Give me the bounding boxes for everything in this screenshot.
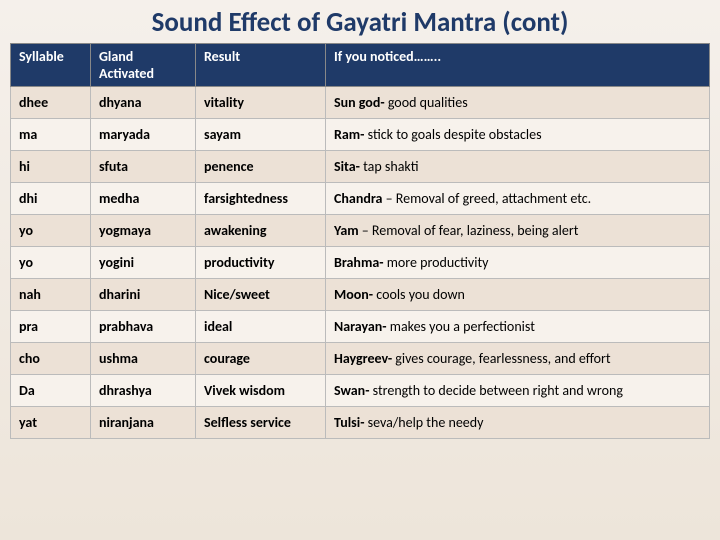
cell-result: farsightedness <box>196 183 326 215</box>
col-noticed: If you noticed…….. <box>326 44 710 87</box>
table-row: yoyogmayaawakeningYam – Removal of fear,… <box>11 215 710 247</box>
cell-noticed: Brahma- more productivity <box>326 247 710 279</box>
cell-result: productivity <box>196 247 326 279</box>
noticed-rest: gives courage, fearlessness, and effort <box>395 350 610 367</box>
table-header-row: Syllable Gland Activated Result If you n… <box>11 44 710 87</box>
noticed-rest: more productivity <box>387 254 489 271</box>
table-container: Syllable Gland Activated Result If you n… <box>0 43 720 439</box>
table-row: yoyoginiproductivityBrahma- more product… <box>11 247 710 279</box>
cell-syllable: yo <box>11 215 91 247</box>
cell-gland: maryada <box>91 119 196 151</box>
cell-noticed: Yam – Removal of fear, laziness, being a… <box>326 215 710 247</box>
cell-noticed: Swan- strength to decide between right a… <box>326 375 710 407</box>
noticed-rest: good qualities <box>388 94 468 111</box>
cell-noticed: Chandra – Removal of greed, attachment e… <box>326 183 710 215</box>
noticed-key: Swan- <box>334 382 373 399</box>
cell-gland: yogmaya <box>91 215 196 247</box>
noticed-key: Narayan- <box>334 318 390 335</box>
table-row: mamaryadasayamRam- stick to goals despit… <box>11 119 710 151</box>
cell-gland: dhyana <box>91 87 196 119</box>
cell-result: Selfless service <box>196 407 326 439</box>
page-title: Sound Effect of Gayatri Mantra (cont) <box>0 0 720 43</box>
noticed-key: Haygreev- <box>334 350 395 367</box>
col-syllable: Syllable <box>11 44 91 87</box>
cell-gland: niranjana <box>91 407 196 439</box>
noticed-key: Sun god- <box>334 94 388 111</box>
noticed-key: Sita- <box>334 158 363 175</box>
cell-gland: dhrashya <box>91 375 196 407</box>
cell-gland: medha <box>91 183 196 215</box>
cell-result: penence <box>196 151 326 183</box>
cell-syllable: hi <box>11 151 91 183</box>
cell-result: Nice/sweet <box>196 279 326 311</box>
cell-noticed: Tulsi- seva/help the needy <box>326 407 710 439</box>
cell-syllable: yat <box>11 407 91 439</box>
col-result: Result <box>196 44 326 87</box>
noticed-key: Ram- <box>334 126 368 143</box>
cell-gland: yogini <box>91 247 196 279</box>
table-row: yatniranjanaSelfless serviceTulsi- seva/… <box>11 407 710 439</box>
table-row: hisfutapenenceSita- tap shakti <box>11 151 710 183</box>
cell-result: Vivek wisdom <box>196 375 326 407</box>
noticed-key: Chandra <box>334 190 386 207</box>
cell-syllable: nah <box>11 279 91 311</box>
table-row: choushmacourageHaygreev- gives courage, … <box>11 343 710 375</box>
table-row: praprabhavaidealNarayan- makes you a per… <box>11 311 710 343</box>
cell-gland: prabhava <box>91 311 196 343</box>
noticed-key: Moon- <box>334 286 376 303</box>
cell-result: awakening <box>196 215 326 247</box>
table-row: dhimedhafarsightednessChandra – Removal … <box>11 183 710 215</box>
noticed-rest: makes you a perfectionist <box>390 318 535 335</box>
cell-gland: ushma <box>91 343 196 375</box>
noticed-rest: cools you down <box>376 286 465 303</box>
cell-result: courage <box>196 343 326 375</box>
noticed-rest: – Removal of greed, attachment etc. <box>386 190 592 207</box>
cell-gland: dharini <box>91 279 196 311</box>
noticed-rest: stick to goals despite obstacles <box>368 126 542 143</box>
cell-noticed: Sun god- good qualities <box>326 87 710 119</box>
cell-noticed: Sita- tap shakti <box>326 151 710 183</box>
cell-result: sayam <box>196 119 326 151</box>
cell-syllable: yo <box>11 247 91 279</box>
table-row: nahdhariniNice/sweetMoon- cools you down <box>11 279 710 311</box>
cell-syllable: cho <box>11 343 91 375</box>
noticed-key: Yam <box>334 222 362 239</box>
cell-noticed: Moon- cools you down <box>326 279 710 311</box>
cell-noticed: Narayan- makes you a perfectionist <box>326 311 710 343</box>
cell-noticed: Ram- stick to goals despite obstacles <box>326 119 710 151</box>
mantra-table: Syllable Gland Activated Result If you n… <box>10 43 710 439</box>
cell-syllable: dhee <box>11 87 91 119</box>
cell-syllable: Da <box>11 375 91 407</box>
noticed-rest: strength to decide between right and wro… <box>373 382 623 399</box>
noticed-key: Brahma- <box>334 254 387 271</box>
noticed-rest: tap shakti <box>363 158 418 175</box>
cell-result: ideal <box>196 311 326 343</box>
cell-gland: sfuta <box>91 151 196 183</box>
noticed-rest: – Removal of fear, laziness, being alert <box>362 222 579 239</box>
cell-syllable: dhi <box>11 183 91 215</box>
col-gland: Gland Activated <box>91 44 196 87</box>
cell-syllable: ma <box>11 119 91 151</box>
cell-result: vitality <box>196 87 326 119</box>
cell-noticed: Haygreev- gives courage, fearlessness, a… <box>326 343 710 375</box>
noticed-rest: seva/help the needy <box>368 414 484 431</box>
noticed-key: Tulsi- <box>334 414 368 431</box>
table-row: DadhrashyaVivek wisdomSwan- strength to … <box>11 375 710 407</box>
cell-syllable: pra <box>11 311 91 343</box>
table-row: dheedhyanavitalitySun god- good qualitie… <box>11 87 710 119</box>
